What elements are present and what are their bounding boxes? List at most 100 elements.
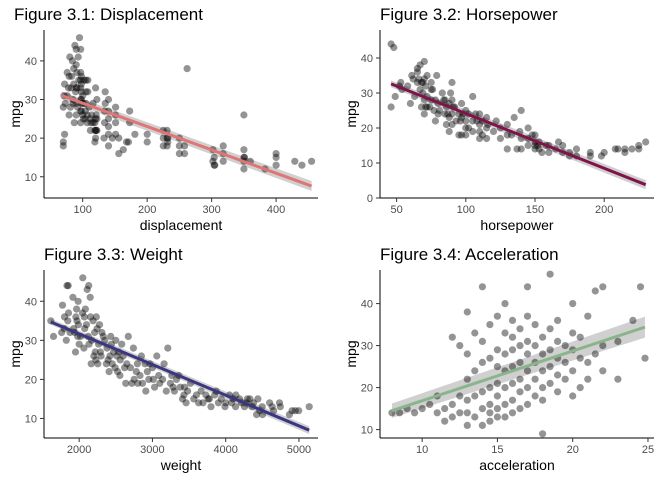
data-point [88,111,96,119]
data-point [116,371,124,380]
x-tick-label: 25 [642,444,654,456]
data-point [77,119,85,127]
data-point [554,316,562,324]
data-point [211,391,219,399]
data-point [86,293,94,301]
data-point [91,348,99,356]
data-point [92,126,100,134]
data-point [116,356,124,364]
data-point [486,384,494,392]
data-point [59,142,67,150]
data-point [591,350,599,358]
data-point [291,407,299,415]
data-point [528,131,536,139]
data-point [597,152,605,160]
data-point [77,84,85,92]
data-point [426,400,434,408]
data-point [516,405,524,413]
data-point [123,360,131,368]
data-point [272,161,280,169]
data-point [501,300,509,308]
data-point [463,375,471,383]
data-point [72,313,80,321]
data-point [600,148,608,157]
data-point [614,145,622,153]
data-point [493,405,501,413]
data-point [483,113,491,122]
data-point [66,103,74,111]
data-point [531,141,539,150]
data-point [221,403,229,411]
y-axis-title: mpg [7,100,23,127]
data-point [176,383,184,391]
data-point [448,78,456,87]
data-point [478,283,486,291]
data-point [404,82,412,90]
data-point [91,126,99,134]
data-point [243,395,251,403]
data-point [122,138,131,146]
data-point [463,409,471,417]
data-point [523,283,532,291]
data-point [408,71,416,80]
data-point [180,150,189,158]
data-point [539,430,547,438]
data-point [561,342,569,350]
data-point [469,117,477,125]
data-point [164,134,172,142]
data-point [74,297,82,305]
data-point [77,68,85,77]
data-point [202,391,210,399]
data-point [104,130,113,138]
chart-title: Figure 3.3: Weight [44,245,183,264]
data-point [80,76,88,84]
data-point [463,350,471,358]
data-point [83,285,91,294]
data-point [463,421,471,429]
data-point [92,134,100,142]
data-point [441,405,449,413]
data-point [569,367,577,375]
data-point [478,405,486,413]
data-point [98,328,106,337]
data-point [420,75,428,83]
data-point [268,403,276,411]
data-point [586,152,594,160]
data-point [93,325,101,333]
data-point [546,379,554,387]
data-point [85,282,93,290]
data-point [275,399,284,407]
data-point [423,71,431,80]
data-point [478,421,486,429]
x-tick-label: 20 [567,444,579,456]
y-tick-label: 30 [25,95,37,107]
data-point [240,146,248,154]
data-point [104,115,113,123]
data-point [531,321,539,329]
data-point [73,84,81,92]
data-point [641,354,649,362]
data-point [531,131,539,139]
y-tick-label: 20 [25,374,37,386]
data-point [508,409,517,417]
data-point [101,99,109,107]
data-point [422,103,430,111]
data-point [172,375,181,383]
data-point [209,157,217,165]
data-point [60,313,69,321]
data-point [79,274,87,282]
y-axis-title: mpg [7,340,23,367]
y-tick-label: 40 [25,56,37,68]
data-point [416,61,424,69]
data-point [415,75,423,83]
data-point [440,96,448,104]
data-point [122,379,130,387]
x-tick-label: 10 [416,444,428,456]
data-point [101,336,109,344]
data-point [420,57,428,66]
data-point [417,103,426,111]
data-point [611,145,619,153]
data-point [211,161,219,169]
chart-panel-2: Figure 3.2: Horsepower 50 100 150 200 0 10 20 30… [343,5,654,233]
data-point [163,142,171,150]
